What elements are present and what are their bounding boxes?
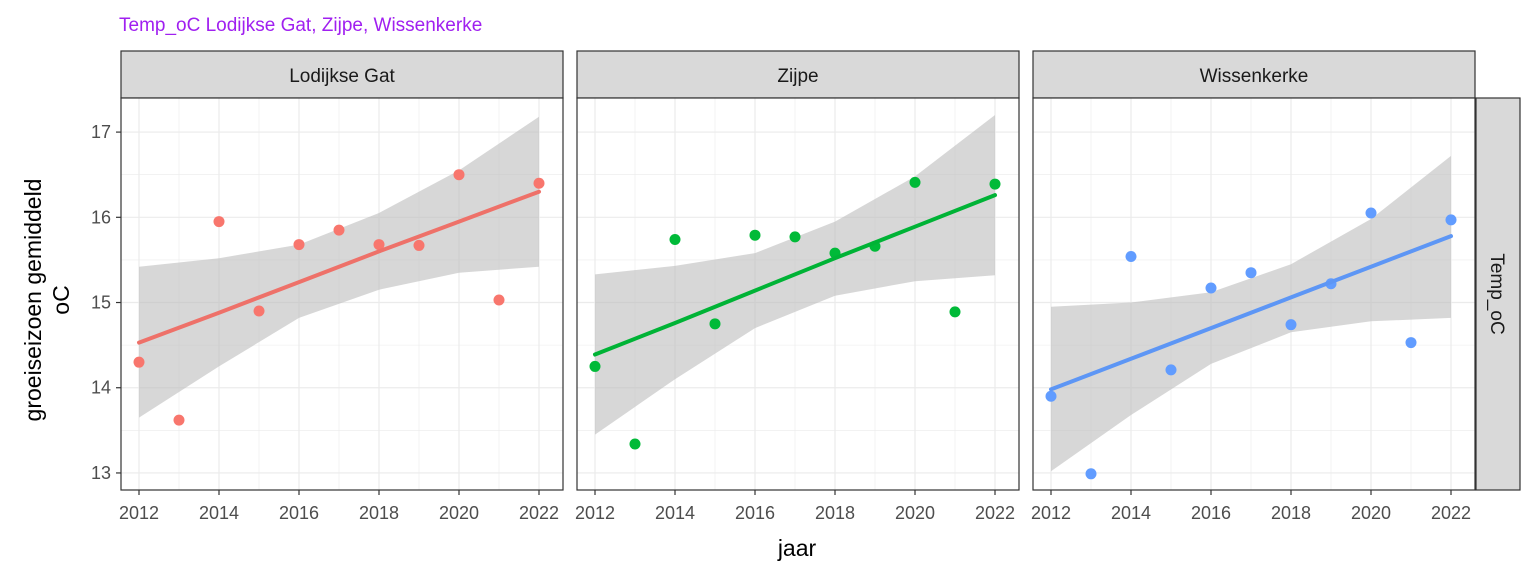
data-point [1125,251,1137,263]
panel-2: Zijpe 2012 2014 2016 2018 2020 2022 [575,50,1020,523]
data-point [949,306,961,318]
data-point [789,231,801,243]
data-point [253,305,265,317]
data-point [909,176,921,188]
trend-line [137,189,541,345]
x-tick-label: 2012 [119,503,159,523]
data-point [749,229,761,241]
data-point [1245,267,1257,279]
data-point [373,239,385,251]
y-tick-label: 14 [91,378,111,398]
y-tick-label: 16 [91,207,111,227]
panel-strip-background [576,50,1020,99]
data-point [1365,207,1377,219]
data-point [333,224,345,236]
panel-3: Wissenkerke 2012 2014 2016 2018 2020 2022 [1031,50,1476,523]
data-point [213,216,225,228]
data-point [1445,214,1457,226]
x-tick-label: 2014 [655,503,695,523]
panels: Lodijkse Gat 2012 2014 2016 2018 2020 2022 13 14… [91,50,1476,523]
data-point [629,438,641,450]
panel-strip-label: Wissenkerke [1200,66,1309,87]
x-tick-label: 2018 [815,503,855,523]
trend-line [1049,234,1453,392]
data-point [709,318,721,330]
data-point [493,294,505,306]
chart-title: Temp_oC Lodijkse Gat, Zijpe, Wissenkerke [119,15,482,36]
data-point [453,169,465,181]
x-tick-label: 2020 [895,503,935,523]
panel-border [120,97,564,491]
x-tick-label: 2022 [519,503,559,523]
data-point [173,414,185,426]
data-point [589,360,601,372]
x-tick-label: 2018 [359,503,399,523]
panel-border [1032,97,1476,491]
y-tick-label: 15 [91,293,111,313]
row-strip-background [1475,97,1521,491]
data-point [413,239,425,251]
panel-strip-label: Zijpe [777,66,818,87]
trend-line [593,193,997,357]
panel-border [576,97,1020,491]
x-tick-label: 2022 [975,503,1015,523]
data-point [1285,319,1297,331]
x-tick-label: 2012 [575,503,615,523]
y-axis-title: groeiseizoen gemiddeld oC [20,179,74,422]
x-tick-label: 2016 [1191,503,1231,523]
x-axis-title: jaar [777,535,817,561]
y-tick-label: 17 [91,122,111,142]
data-point [1405,337,1417,349]
panel-strip-label: Lodijkse Gat [289,66,395,87]
x-tick-label: 2014 [1111,503,1151,523]
y-axis-title-line-1: groeiseizoen gemiddeld [20,179,46,422]
row-strip-label: Temp_oC [1486,253,1507,334]
x-tick-label: 2020 [439,503,479,523]
data-point [1045,390,1057,402]
x-tick-label: 2018 [1271,503,1311,523]
data-point [293,239,305,251]
data-point [989,178,1001,190]
data-point [1205,282,1217,294]
x-tick-label: 2016 [279,503,319,523]
x-tick-label: 2012 [1031,503,1071,523]
x-tick-label: 2014 [199,503,239,523]
panel-1: Lodijkse Gat 2012 2014 2016 2018 2020 2022 13 14… [91,50,564,523]
data-point [133,356,145,368]
y-tick-label: 13 [91,463,111,483]
y-axis-title-line-2: oC [48,285,74,314]
data-point [669,233,681,245]
data-point [1165,364,1177,376]
data-point [533,177,545,189]
row-strip: Temp_oC [1475,97,1521,491]
x-tick-label: 2020 [1351,503,1391,523]
x-tick-label: 2022 [1431,503,1471,523]
x-tick-label: 2016 [735,503,775,523]
panel-strip-background [120,50,564,99]
data-point [1085,468,1097,480]
